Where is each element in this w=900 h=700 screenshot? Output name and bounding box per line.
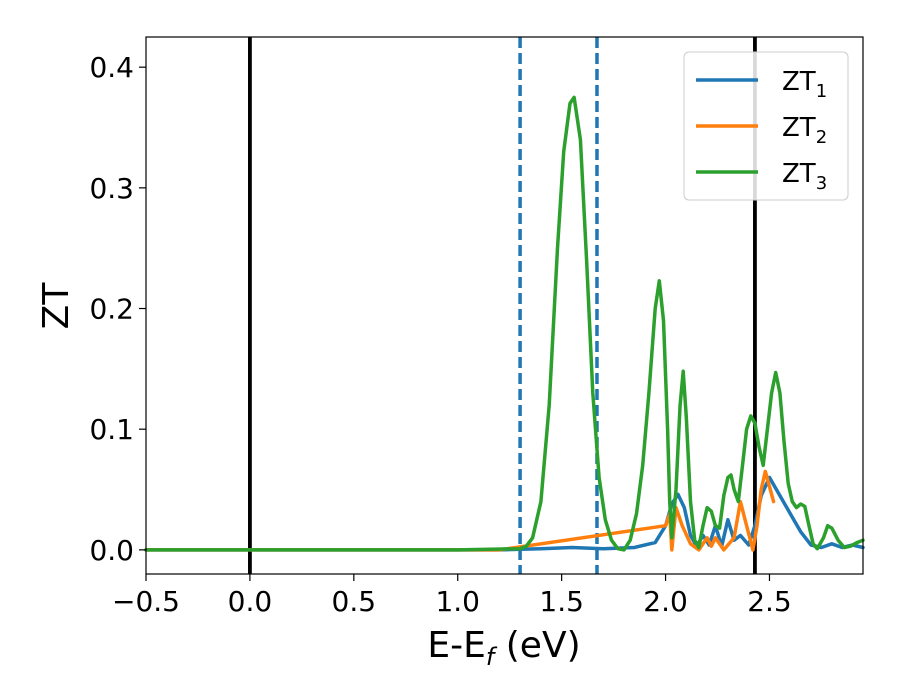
x-axis-label: E-Ef (eV): [427, 625, 580, 671]
series-layer: [144, 95, 865, 552]
x-tick-label: −0.5: [112, 585, 180, 618]
legend-label-zt3: ZT3: [782, 159, 827, 194]
y-tick-label: 0.4: [89, 51, 134, 84]
legend-label-zt2: ZT2: [782, 113, 827, 148]
x-tick-label: 1.0: [435, 585, 480, 618]
y-tick-label: 0.1: [89, 413, 134, 446]
x-tick-label: 0.5: [332, 585, 377, 618]
y-axis-ticks: 0.0 0.1 0.2 0.3 0.4: [89, 51, 146, 567]
x-tick-label: 2.5: [747, 585, 792, 618]
x-axis-ticks: −0.5 0.0 0.5 1.0 1.5 2.0 2.5: [112, 574, 792, 618]
x-tick-label: 1.5: [539, 585, 584, 618]
y-axis-label: ZT: [36, 282, 77, 330]
legend-label-zt1: ZT1: [782, 67, 827, 102]
x-tick-label: 0.0: [228, 585, 273, 618]
legend: ZT1 ZT2 ZT3: [683, 51, 849, 201]
y-tick-label: 0.0: [89, 534, 134, 567]
legend-box: [683, 51, 849, 201]
y-tick-label: 0.3: [89, 172, 134, 205]
plot-frame: [145, 36, 864, 575]
y-tick-label: 0.2: [89, 293, 134, 326]
series-line-zt3: [144, 95, 865, 552]
x-tick-label: 2.0: [643, 585, 688, 618]
